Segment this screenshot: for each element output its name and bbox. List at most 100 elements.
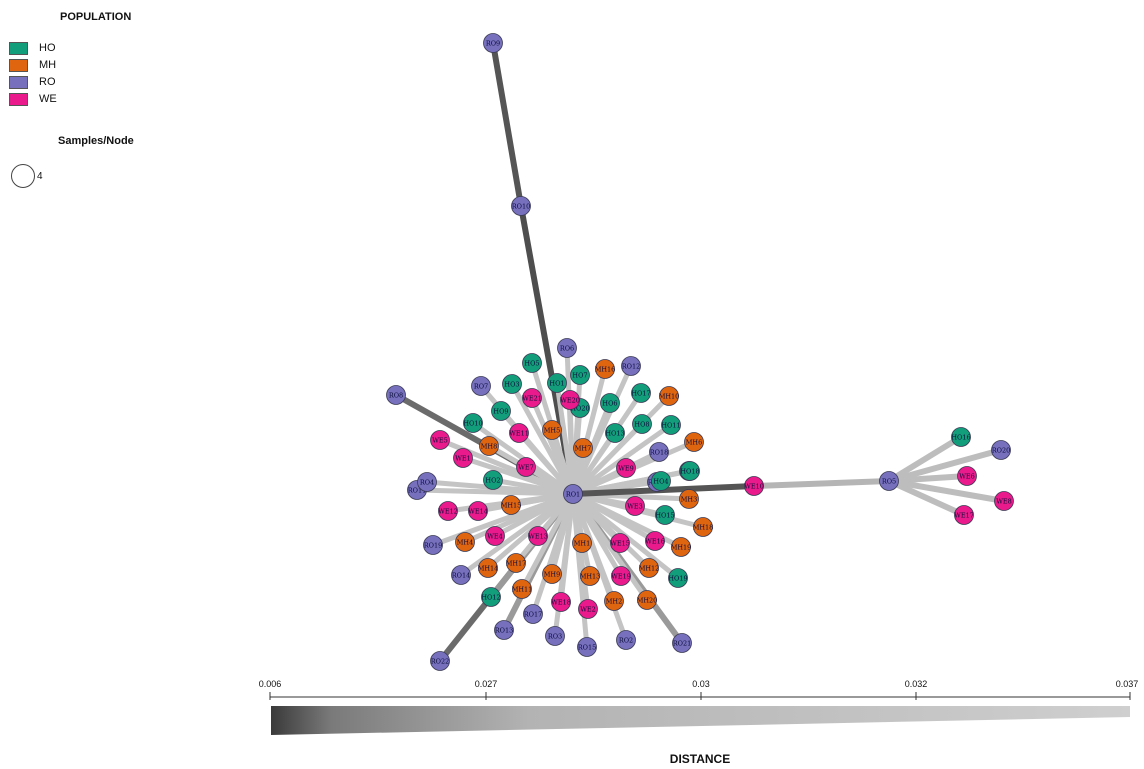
- node-ho6: HO6: [600, 393, 620, 413]
- node-ro7: RO7: [471, 376, 491, 396]
- edge-ro1-we4: [492, 491, 576, 539]
- edge-ro5-we17: [886, 478, 967, 518]
- node-mh11: MH11: [512, 579, 533, 599]
- node-circle: [684, 432, 704, 452]
- edge-ro10-ro9: [490, 40, 524, 209]
- node-circle: [651, 471, 671, 491]
- node-ro10: RO10: [511, 196, 531, 216]
- node-label: MH19: [671, 543, 692, 551]
- node-we2: WE2: [578, 599, 598, 619]
- node-label: HO9: [493, 407, 508, 415]
- node-label: WE4: [487, 532, 503, 540]
- distance-gradient-wedge: [271, 706, 1130, 735]
- node-we9: WE9: [616, 458, 636, 478]
- node-label: MH16: [595, 365, 616, 373]
- node-ho13: HO13: [605, 423, 625, 443]
- node-circle: [494, 620, 514, 640]
- edge-ro1-we20: [567, 397, 576, 497]
- node-circle: [957, 466, 977, 486]
- node-mh8: MH8: [479, 436, 499, 456]
- node-circle: [580, 566, 600, 586]
- node-circle: [451, 565, 471, 585]
- node-label: MH14: [478, 564, 499, 572]
- node-ho16: HO16: [951, 427, 971, 447]
- edge-ro1-mh2: [570, 491, 617, 604]
- node-circle: [523, 604, 543, 624]
- node-label: MH18: [693, 523, 714, 531]
- node-circle: [573, 438, 593, 458]
- node-circle: [610, 533, 630, 553]
- legend-label-ro: RO: [39, 76, 56, 88]
- node-we4: WE4: [485, 526, 505, 546]
- node-circle: [545, 626, 565, 646]
- node-ho17: HO17: [631, 383, 651, 403]
- node-we15: WE15: [610, 533, 630, 553]
- node-circle: [542, 564, 562, 584]
- legend-swatch-mh: [9, 58, 28, 72]
- node-label: WE5: [432, 436, 448, 444]
- node-label: MH8: [481, 442, 497, 450]
- node-ho11: HO11: [661, 415, 681, 435]
- node-circle: [645, 531, 665, 551]
- node-circle: [679, 489, 699, 509]
- node-circle: [637, 590, 657, 610]
- node-ro22: RO22: [430, 651, 450, 671]
- node-label: WE15: [610, 539, 630, 547]
- node-circle: [616, 458, 636, 478]
- node-label: WE6: [959, 472, 975, 480]
- node-ho5: HO5: [522, 353, 542, 373]
- node-mh2: MH2: [604, 591, 624, 611]
- node-we17: WE17: [954, 505, 974, 525]
- node-label: WE7: [518, 463, 534, 471]
- node-label: WE13: [528, 532, 548, 540]
- node-label: WE1: [455, 454, 471, 462]
- edge-ro1-mh10: [570, 393, 672, 497]
- node-label: RO8: [389, 391, 403, 399]
- edge-ro1-we18: [558, 491, 576, 605]
- node-we7: WE7: [516, 457, 536, 477]
- node-ro6: RO6: [557, 338, 577, 358]
- edge-ro1-we16: [570, 491, 658, 544]
- node-we5: WE5: [430, 430, 450, 450]
- edge-ro5-we6: [886, 473, 970, 484]
- node-ro9: RO9: [483, 33, 503, 53]
- node-label: HO18: [680, 467, 699, 475]
- node-mh9: MH9: [542, 564, 562, 584]
- node-circle: [479, 436, 499, 456]
- node-label: WE10: [744, 482, 764, 490]
- node-circle: [879, 471, 899, 491]
- node-mh17: MH17: [506, 553, 526, 573]
- node-label: HO10: [463, 419, 482, 427]
- node-ho12: HO12: [481, 587, 501, 607]
- node-ho10: HO10: [463, 413, 483, 433]
- node-label: RO18: [650, 448, 669, 456]
- node-we11: WE11: [509, 423, 529, 443]
- edge-ro1-mh11: [519, 491, 576, 592]
- node-circle: [423, 535, 443, 555]
- node-mh20: MH20: [637, 590, 657, 610]
- node-label: RO5: [882, 477, 896, 485]
- node-circle: [604, 591, 624, 611]
- node-ro5: RO5: [879, 471, 899, 491]
- node-label: RO9: [486, 39, 500, 47]
- node-circle: [511, 196, 531, 216]
- node-label: WE12: [438, 507, 458, 515]
- node-circle: [578, 599, 598, 619]
- edge-ro1-we11: [516, 430, 576, 497]
- node-label: HO4: [653, 477, 668, 485]
- legend-swatch-ho: [9, 41, 28, 55]
- node-circle: [991, 440, 1011, 460]
- node-we21: WE21: [522, 388, 542, 408]
- node-circle: [481, 587, 501, 607]
- node-label: HO7: [572, 371, 587, 379]
- legend-label-we: WE: [39, 93, 57, 105]
- node-ho8: HO8: [632, 414, 652, 434]
- node-label: MH13: [580, 572, 601, 580]
- node-mh4: MH4: [455, 532, 475, 552]
- node-circle: [570, 365, 590, 385]
- node-label: MH11: [512, 585, 533, 593]
- node-mh15: MH15: [501, 495, 521, 515]
- node-label: RO17: [524, 610, 543, 618]
- node-circle: [512, 579, 532, 599]
- node-circle: [430, 430, 450, 450]
